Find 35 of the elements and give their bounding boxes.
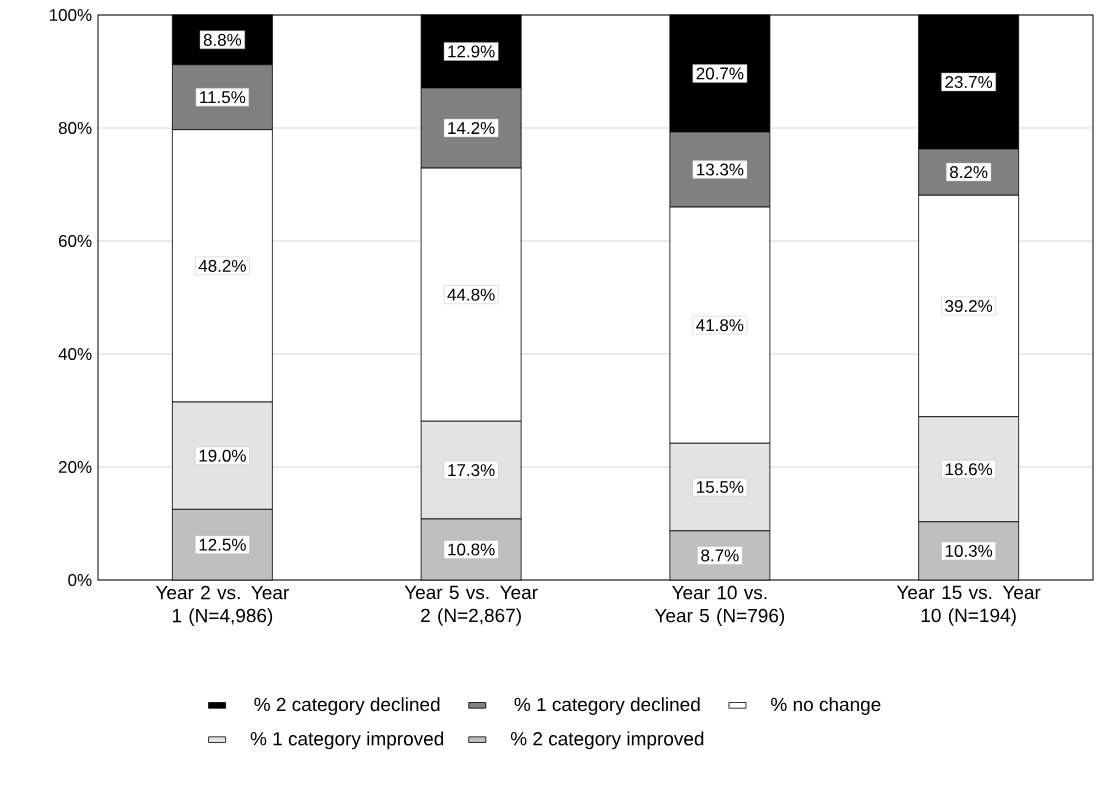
data-label: 14.2% bbox=[448, 122, 495, 134]
data-label: 18.6% bbox=[945, 463, 993, 476]
data-label: 8.8% bbox=[203, 33, 242, 46]
data-label: 12.5% bbox=[199, 538, 246, 551]
legend-label: % 1 category improved bbox=[250, 731, 444, 750]
data-label: 8.2% bbox=[950, 166, 988, 179]
data-label: 13.3% bbox=[697, 163, 744, 176]
legend-label: % 2 category declined bbox=[254, 697, 440, 715]
data-label: 10.8% bbox=[448, 543, 495, 556]
data-label: 48.2% bbox=[198, 259, 246, 272]
x-tick-label: Year 5 vs. Year 2 (N=2,867) bbox=[404, 585, 538, 626]
data-label: 15.5% bbox=[697, 481, 744, 494]
y-tick-label: 80% bbox=[58, 121, 92, 135]
data-label: 17.3% bbox=[448, 464, 495, 477]
y-tick-label: 60% bbox=[58, 234, 92, 248]
x-tick-label: Year 15 vs. Year 10 (N=194) bbox=[896, 585, 1041, 626]
y-tick-label: 40% bbox=[58, 347, 92, 361]
y-tick-label: 20% bbox=[58, 460, 92, 474]
legend-label: % 1 category declined bbox=[514, 697, 700, 715]
data-label: 41.8% bbox=[696, 319, 744, 332]
data-label: 39.2% bbox=[945, 299, 993, 312]
data-label: 19.0% bbox=[199, 449, 246, 462]
data-label: 23.7% bbox=[945, 75, 993, 88]
data-label: 44.8% bbox=[447, 288, 495, 301]
data-label: 11.5% bbox=[200, 91, 246, 104]
data-label: 10.3% bbox=[945, 544, 993, 557]
legend-label: % no change bbox=[771, 697, 881, 715]
x-tick-label: Year 10 vs. Year 5 (N=796) bbox=[654, 585, 785, 627]
data-label: 8.7% bbox=[701, 549, 739, 562]
legend-label: % 2 category improved bbox=[510, 731, 704, 750]
y-tick-label: 0% bbox=[68, 573, 92, 587]
data-label: 12.9% bbox=[448, 45, 495, 58]
data-label: 20.7% bbox=[696, 67, 744, 80]
y-tick-label: 100% bbox=[49, 8, 92, 22]
x-tick-label: Year 2 vs. Year 1 (N=4,986) bbox=[155, 585, 289, 627]
